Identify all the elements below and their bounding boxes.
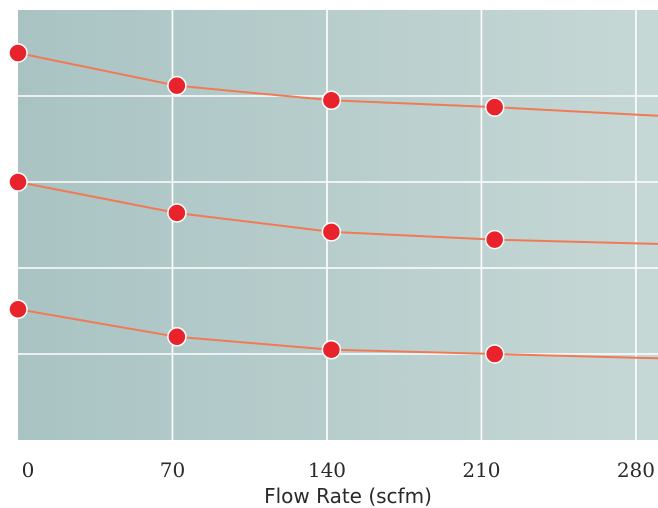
data-point-series-3 [484, 344, 505, 364]
data-point-series-1 [321, 90, 342, 111]
x-tick-label: 140 [308, 458, 346, 482]
data-point-series-2 [484, 229, 505, 250]
data-point-series-2 [321, 222, 342, 242]
data-point-series-3 [8, 299, 28, 320]
data-point-series-1 [484, 97, 505, 117]
data-point-series-1 [8, 43, 28, 63]
data-point-series-2 [8, 172, 28, 192]
data-point-series-3 [321, 339, 342, 360]
data-point-series-1 [167, 75, 187, 96]
x-tick-label: 70 [160, 458, 185, 482]
x-tick-label: 210 [462, 458, 500, 482]
x-tick-label: 280 [617, 458, 655, 482]
x-axis-label: Flow Rate (scfm) [264, 484, 432, 508]
data-point-series-3 [167, 327, 187, 347]
data-point-series-2 [167, 203, 187, 223]
series-group [8, 43, 658, 364]
x-tick-label: 0 [22, 458, 35, 482]
x-tick-labels: 0 70 140 210 280 [22, 458, 655, 482]
